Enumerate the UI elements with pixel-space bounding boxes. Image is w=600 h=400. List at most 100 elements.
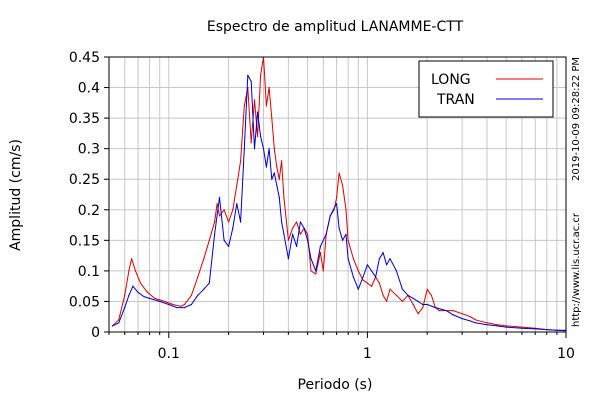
url-annotation: http://www.lis.ucr.ac.cr: [571, 212, 582, 327]
data-point-tran: [236, 203, 238, 205]
data-point-tran: [417, 300, 419, 302]
data-point-tran: [362, 276, 364, 278]
data-point-tran: [445, 310, 447, 312]
y-tick-label: 0.45: [69, 50, 100, 66]
data-point-long: [183, 303, 186, 306]
data-point-tran: [486, 324, 488, 326]
data-point-long: [469, 316, 471, 318]
data-point-long: [505, 325, 507, 327]
data-point-long: [401, 300, 403, 302]
data-point-long: [345, 209, 347, 211]
data-point-tran: [378, 258, 380, 260]
data-point-long: [412, 303, 414, 306]
data-point-tran: [546, 329, 548, 331]
data-point-tran: [218, 197, 221, 199]
data-point-tran: [310, 258, 312, 260]
data-point-tran: [401, 288, 403, 290]
data-point-long: [438, 310, 440, 312]
timestamp-annotation: 2019-10-09 09:28:22 PM: [571, 57, 582, 181]
y-tick-label: 0.15: [69, 233, 100, 249]
data-point-long: [180, 305, 182, 307]
data-point-long: [319, 252, 321, 254]
data-point-long: [461, 313, 463, 315]
data-point-long: [243, 105, 245, 107]
data-point-tran: [268, 148, 270, 150]
data-point-tran: [281, 221, 283, 223]
data-point-tran: [271, 178, 273, 180]
data-point-tran: [228, 245, 230, 247]
data-point-long: [131, 258, 133, 260]
data-point-tran: [299, 221, 301, 223]
data-point-long: [208, 239, 210, 241]
data-point-tran: [366, 264, 368, 266]
data-point-long: [139, 282, 142, 284]
data-point-tran: [257, 111, 259, 113]
data-point-long: [362, 279, 364, 281]
data-point-tran: [338, 227, 340, 229]
data-point-tran: [345, 233, 347, 235]
data-point-tran: [143, 296, 145, 298]
data-point-tran: [197, 294, 199, 296]
data-point-tran: [521, 327, 523, 329]
data-point-tran: [159, 300, 161, 302]
y-tick-label: 0.05: [69, 294, 100, 310]
data-point-tran: [260, 135, 262, 137]
data-point-long: [218, 215, 221, 217]
data-point-tran: [278, 197, 280, 199]
data-point-long: [474, 319, 476, 321]
data-point-tran: [132, 285, 134, 287]
chart-title: Espectro de amplitud LANAMME-CTT: [207, 19, 464, 35]
data-point-long: [357, 270, 359, 272]
data-point-tran: [128, 294, 130, 296]
x-tick-label: 1: [363, 346, 372, 362]
data-point-tran: [389, 258, 391, 260]
y-tick-label: 0.1: [78, 264, 100, 280]
data-point-long: [134, 270, 137, 272]
x-tick-label: 0.1: [158, 346, 180, 362]
data-point-tran: [214, 233, 216, 235]
data-point-tran: [247, 74, 249, 76]
data-point-long: [228, 221, 230, 223]
data-point-long: [236, 184, 238, 186]
data-point-long: [146, 291, 148, 293]
data-point-long: [128, 270, 130, 272]
data-point-long: [342, 184, 344, 186]
data-point-tran: [265, 166, 267, 168]
data-point-tran: [434, 307, 436, 309]
x-tick-label: 10: [557, 346, 575, 362]
data-point-tran: [111, 325, 113, 327]
plot-frame: [108, 56, 567, 333]
data-point-tran: [303, 227, 305, 229]
data-point-tran: [422, 303, 424, 306]
legend-label-tran: TRAN: [436, 92, 475, 108]
data-point-long: [163, 300, 165, 302]
data-point-long: [395, 294, 397, 296]
ticks: 0 0.05 0.1 0.15 0.2 0.25 0.3 0.35 0.4 0.45 0.1 1 10: [69, 50, 575, 362]
data-point-long: [253, 99, 256, 101]
data-point-long: [310, 270, 312, 272]
data-point-long: [232, 209, 234, 211]
data-point-long: [268, 87, 270, 89]
data-point-long: [190, 294, 192, 296]
data-point-long: [250, 142, 252, 144]
data-point-tran: [183, 307, 186, 309]
data-point-long: [336, 197, 338, 199]
data-point-long: [347, 239, 349, 241]
data-point-tran: [307, 239, 309, 241]
data-point-long: [281, 160, 283, 162]
data-point-long: [172, 303, 174, 306]
data-point-tran: [325, 233, 327, 235]
data-point-tran: [262, 148, 265, 150]
data-point-long: [216, 203, 218, 205]
data-point-long: [296, 221, 298, 223]
data-point-tran: [276, 184, 278, 186]
data-point-long: [273, 148, 275, 150]
data-point-long: [496, 324, 498, 326]
data-point-tran: [375, 276, 377, 278]
y-tick-label: 0: [91, 325, 100, 341]
data-point-long: [276, 166, 278, 168]
data-point-long: [307, 233, 309, 235]
data-point-long: [426, 288, 428, 290]
data-point-tran: [352, 276, 354, 278]
